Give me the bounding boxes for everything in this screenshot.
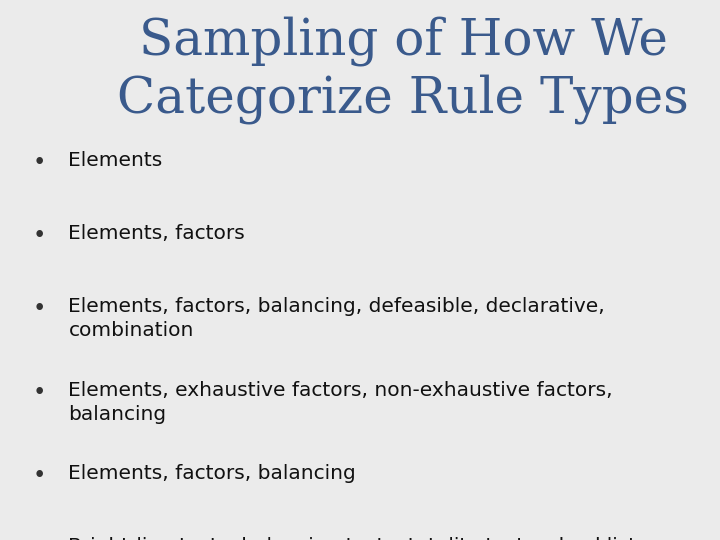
- Text: •: •: [33, 151, 46, 174]
- Text: Sampling of How We
Categorize Rule Types: Sampling of How We Categorize Rule Types: [117, 16, 689, 124]
- Text: Elements, exhaustive factors, non-exhaustive factors,
balancing: Elements, exhaustive factors, non-exhaus…: [68, 381, 613, 424]
- Text: Elements, factors, balancing: Elements, factors, balancing: [68, 464, 356, 483]
- Text: •: •: [33, 464, 46, 488]
- Text: •: •: [33, 537, 46, 540]
- Text: •: •: [33, 224, 46, 247]
- Text: Elements, factors: Elements, factors: [68, 224, 245, 243]
- Text: Elements: Elements: [68, 151, 163, 170]
- Text: Bright-line tests, balancing tests, totality tests, checklists
of requirements, : Bright-line tests, balancing tests, tota…: [68, 537, 647, 540]
- Text: •: •: [33, 381, 46, 404]
- Text: •: •: [33, 297, 46, 320]
- Text: Elements, factors, balancing, defeasible, declarative,
combination: Elements, factors, balancing, defeasible…: [68, 297, 605, 340]
